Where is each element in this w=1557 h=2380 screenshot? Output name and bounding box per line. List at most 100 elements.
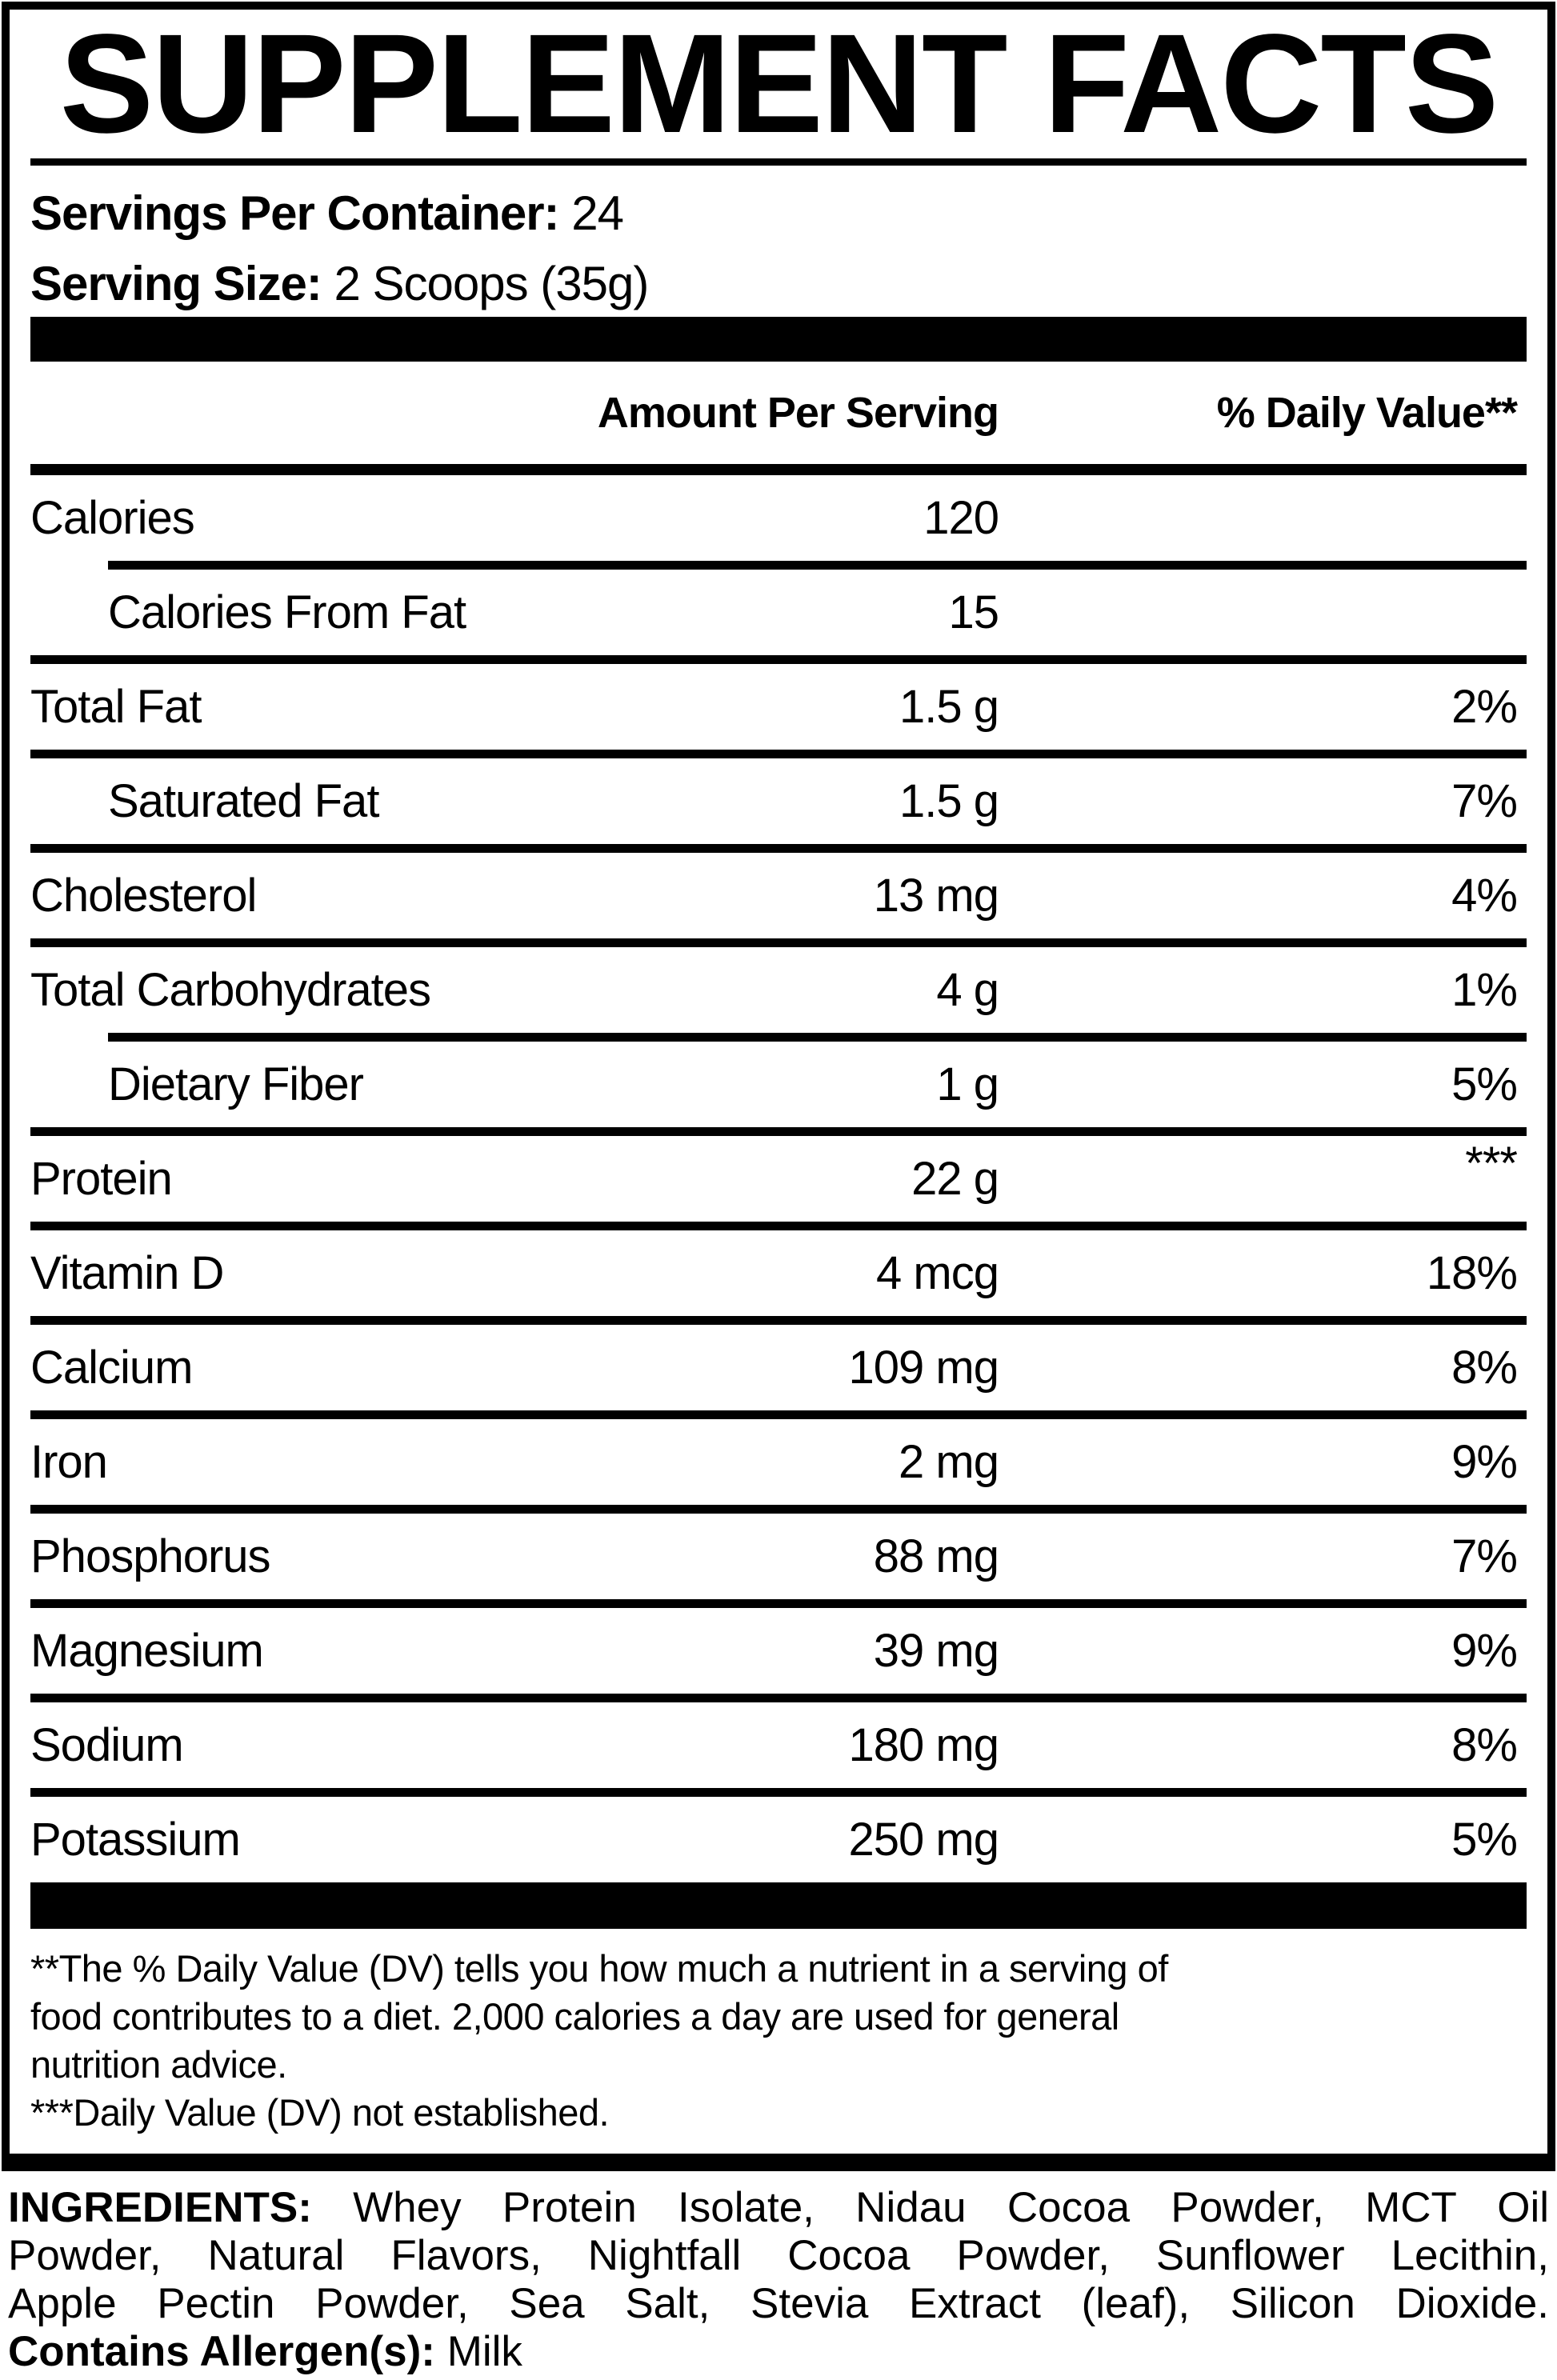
row-separator [30, 1505, 1527, 1514]
facts-box: SUPPLEMENT FACTS Servings Per Container:… [2, 2, 1555, 2171]
serving-size-value: 2 Scoops (35g) [321, 257, 649, 310]
nutrient-amount: 4 mcg [876, 1247, 999, 1299]
title-divider [30, 158, 1527, 166]
footnote-line: ***Daily Value (DV) not established. [30, 2091, 610, 2134]
nutrient-row: Magnesium 39 mg 9% [30, 1608, 1527, 1694]
row-separator [108, 1033, 1527, 1042]
nutrient-row: Calcium 109 mg 8% [30, 1325, 1527, 1410]
row-separator [30, 1694, 1527, 1702]
footnote-line: **The % Daily Value (DV) tells you how m… [30, 1947, 1168, 1990]
nutrient-label: Protein [30, 1153, 173, 1205]
nutrient-row: Sodium 180 mg 8% [30, 1702, 1527, 1788]
table-header-row: Amount Per Serving % Daily Value** [30, 362, 1527, 464]
section-divider-bar-top [30, 317, 1527, 362]
nutrient-amount: 1.5 g [899, 681, 999, 733]
serving-size: Serving Size: 2 Scoops (35g) [30, 249, 1527, 319]
section-divider-bar-bottom [30, 1882, 1527, 1929]
nutrient-label: Total Fat [30, 681, 202, 733]
nutrient-daily-value: 9% [1451, 1436, 1518, 1488]
nutrient-row: Calories 120 [30, 475, 1527, 561]
nutrient-row: Protein 22 g *** [30, 1136, 1527, 1222]
nutrient-daily-value: 2% [1451, 681, 1518, 733]
amount-per-serving-header: Amount Per Serving [597, 389, 999, 437]
page-title: SUPPLEMENT FACTS [59, 6, 1499, 162]
nutrient-label: Iron [30, 1436, 108, 1488]
footnote-line: nutrition advice. [30, 2043, 287, 2086]
daily-value-header: % Daily Value** [1216, 389, 1518, 437]
row-separator [30, 1316, 1527, 1325]
nutrient-amount: 39 mg [873, 1625, 999, 1677]
nutrient-daily-value: 4% [1451, 870, 1518, 922]
nutrient-label: Vitamin D [30, 1247, 224, 1299]
nutrient-amount: 88 mg [873, 1530, 999, 1582]
ingredients-line-3: Apple Pectin Powder, Sea Salt, Stevia Ex… [8, 2280, 1549, 2327]
nutrient-label: Calories [30, 492, 195, 544]
ingredients-line-2: Powder, Natural Flavors, Nightfall Cocoa… [8, 2232, 1549, 2279]
nutrient-row: Potassium 250 mg 5% [30, 1797, 1527, 1882]
row-separator [30, 1788, 1527, 1797]
row-separator [30, 1222, 1527, 1230]
nutrient-daily-value: 18% [1426, 1247, 1518, 1299]
nutrient-amount: 4 g [936, 964, 999, 1016]
row-separator [30, 655, 1527, 664]
nutrient-row: Iron 2 mg 9% [30, 1419, 1527, 1505]
row-separator [30, 750, 1527, 758]
nutrient-label: Dietary Fiber [108, 1058, 364, 1110]
nutrient-daily-value: 7% [1451, 775, 1518, 827]
row-separator [30, 1410, 1527, 1419]
nutrient-daily-value: 8% [1451, 1342, 1518, 1394]
nutrient-amount: 1.5 g [899, 775, 999, 827]
nutrient-label: Calories From Fat [108, 586, 466, 638]
nutrient-row: Total Carbohydrates 4 g 1% [30, 947, 1527, 1033]
nutrient-amount: 15 [948, 586, 999, 638]
ingredients-line-1-text: Whey Protein Isolate, Nidau Cocoa Powder… [311, 2184, 1549, 2231]
nutrient-row: Dietary Fiber 1 g 5% [30, 1042, 1527, 1127]
servings-per-container-value: 24 [558, 186, 624, 240]
servings-per-container: Servings Per Container: 24 [30, 178, 1527, 249]
nutrient-amount: 250 mg [848, 1814, 999, 1866]
allergen-label: Contains Allergen(s): [8, 2328, 435, 2375]
nutrient-amount: 1 g [936, 1058, 999, 1110]
nutrient-row: Vitamin D 4 mcg 18% [30, 1230, 1527, 1316]
header-separator [30, 464, 1527, 475]
nutrient-row: Cholesterol 13 mg 4% [30, 853, 1527, 938]
nutrient-daily-value: 5% [1451, 1814, 1518, 1866]
ingredients-section: INGREDIENTS: Whey Protein Isolate, Nidau… [0, 2171, 1557, 2380]
ingredients-label: INGREDIENTS: [8, 2184, 312, 2231]
nutrient-label: Saturated Fat [108, 775, 379, 827]
nutrient-row: Saturated Fat 1.5 g 7% [30, 758, 1527, 844]
nutrient-daily-value: 7% [1451, 1530, 1518, 1582]
nutrient-rows: Calories 120 Calories From Fat 15 Total … [30, 475, 1527, 1882]
nutrient-row: Total Fat 1.5 g 2% [30, 664, 1527, 750]
row-separator [30, 1599, 1527, 1608]
row-separator [30, 938, 1527, 947]
nutrient-label: Potassium [30, 1814, 241, 1866]
nutrient-table: Amount Per Serving % Daily Value** Calor… [30, 362, 1527, 1882]
serving-info: Servings Per Container: 24 Serving Size:… [10, 166, 1547, 317]
footnote-line: food contributes to a diet. 2,000 calori… [30, 1995, 1119, 2038]
allergen-value: Milk [434, 2328, 522, 2375]
nutrient-daily-value: 8% [1451, 1719, 1518, 1771]
nutrient-label: Magnesium [30, 1625, 264, 1677]
footnotes: **The % Daily Value (DV) tells you how m… [10, 1929, 1547, 2141]
nutrient-amount: 180 mg [848, 1719, 999, 1771]
nutrient-label: Sodium [30, 1719, 184, 1771]
serving-size-label: Serving Size: [30, 257, 322, 310]
nutrient-daily-value: 5% [1451, 1058, 1518, 1110]
nutrient-label: Calcium [30, 1342, 194, 1394]
nutrient-amount: 109 mg [848, 1342, 999, 1394]
row-separator [30, 844, 1527, 853]
allergen-statement: Contains Allergen(s): Milk [8, 2328, 1549, 2376]
row-separator [30, 1127, 1527, 1136]
nutrient-amount: 13 mg [873, 870, 999, 922]
nutrient-label: Total Carbohydrates [30, 964, 431, 1016]
nutrient-label: Phosphorus [30, 1530, 271, 1582]
nutrient-daily-value: 9% [1451, 1625, 1518, 1677]
nutrient-amount: 120 [923, 492, 999, 544]
servings-per-container-label: Servings Per Container: [30, 186, 560, 240]
nutrient-daily-value: *** [1465, 1138, 1518, 1190]
nutrient-label: Cholesterol [30, 870, 257, 922]
nutrient-daily-value: 1% [1451, 964, 1518, 1016]
nutrient-row: Calories From Fat 15 [30, 570, 1527, 655]
